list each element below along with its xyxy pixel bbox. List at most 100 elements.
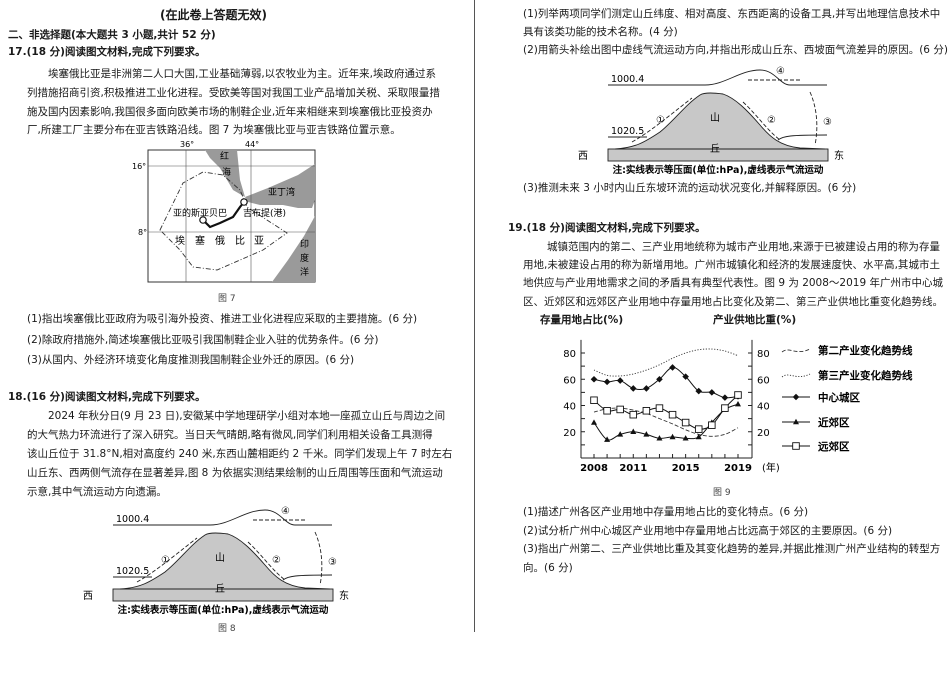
q17-title: 17.(18 分)阅读图文材料,完成下列要求。: [8, 46, 206, 58]
legend-label: 近郊区: [818, 416, 850, 429]
hill-label: 山: [215, 552, 225, 564]
data-point-central-district: [695, 387, 703, 395]
data-point-inner-suburb: [643, 431, 650, 437]
country-label: 埃: [175, 234, 185, 247]
data-point-outer-suburb: [708, 421, 716, 429]
marker-1: ①: [161, 555, 170, 566]
hill-label: 丘: [710, 143, 720, 155]
legend-label: 第三产业变化趋势线: [818, 369, 913, 382]
q17-question-3: (3)从国内、外经济环境变化角度推测我国制鞋企业外迁的原因。(6 分): [27, 354, 355, 366]
indian-ocean-label: 洋: [300, 266, 309, 278]
figure-8-caption: 图 8: [218, 624, 236, 634]
data-point-inner-suburb: [682, 435, 689, 441]
x-tick-label: 2011: [619, 463, 647, 474]
legend-marker: [793, 418, 799, 425]
left-y-tick-label: 60: [563, 375, 576, 386]
series-line-outer-suburb: [593, 394, 739, 430]
legend-marker: [792, 393, 800, 401]
legend-label: 第二产业变化趋势线: [818, 344, 913, 357]
q17-paragraph-line: 施及国内因素影响,我国很多面向欧美市场的制鞋企业,近年来相继来到埃塞俄比亚投资办: [27, 106, 433, 118]
legend-swatch-trend: [781, 373, 811, 378]
isobar-upper-label: 1000.4: [611, 74, 644, 85]
port-label: 吉布提(港): [243, 207, 286, 219]
right-y-tick-label: 20: [757, 428, 770, 439]
data-point-inner-suburb: [669, 433, 676, 440]
q18-question-1: (1)列举两项同学们测定山丘纬度、相对高度、东西距离的设备工具,并写出地理信息技…: [523, 8, 941, 20]
isobar-lower-label: 1020.5: [116, 566, 149, 577]
airflow-1: [136, 537, 198, 583]
marker-4: ④: [281, 506, 290, 517]
q19-paragraph-line: 用地,未被建设占用的称为新增用地。广州市城镇化和经济的发展速度快、水平高,其城市…: [523, 259, 940, 271]
hill-label: 丘: [215, 583, 225, 595]
west-label: 西: [83, 591, 93, 602]
left-y-tick-label: 80: [563, 349, 576, 360]
isobar-1000-4: [608, 69, 827, 86]
page-header: (在此卷上答题无效): [160, 8, 267, 22]
trend-line-2: [593, 407, 739, 437]
right-y-tick-label: 80: [757, 349, 770, 360]
figure-7-map: 36° 44° 16° 8° 红 海 亚丁湾 亚的斯亚贝巴 吉布提(港) 埃 塞…: [132, 138, 330, 288]
hill-label: 山: [710, 112, 720, 124]
chart-right-axis-title: 产业供地比重(%): [713, 314, 797, 326]
legend-label: 中心城区: [818, 391, 860, 404]
data-point-outer-suburb: [668, 410, 677, 419]
lon-label: 36°: [180, 140, 194, 149]
hill: [119, 532, 331, 590]
right-y-tick-label: 40: [757, 402, 770, 413]
figure-9-caption: 图 9: [713, 488, 731, 498]
airflow-1: [631, 97, 693, 143]
legend-marker: [792, 442, 800, 450]
data-point-inner-suburb: [656, 435, 663, 441]
addis-ababa-marker: [199, 216, 207, 224]
data-point-outer-suburb: [603, 406, 611, 415]
hill: [614, 92, 826, 150]
isobar-upper-label: 1000.4: [116, 514, 149, 525]
east-label: 东: [339, 589, 349, 602]
data-point-outer-suburb: [616, 405, 624, 414]
data-point-central-district: [603, 378, 611, 386]
red-sea-label: 红: [220, 150, 229, 162]
marker-3: ③: [328, 557, 337, 568]
q17-question-2: (2)除政府措施外,简述埃塞俄比亚吸引我国制鞋企业入驻的优势条件。(6 分): [27, 334, 379, 346]
x-tick-label: 2019: [724, 463, 752, 474]
series-line-central-district: [593, 366, 739, 399]
q18-question-2: (2)用箭头补绘出图中虚线气流运动方向,并指出形成山丘东、西坡面气流差异的原因。…: [523, 44, 948, 56]
djibouti-port-marker: [240, 198, 248, 206]
x-unit-label: (年): [762, 461, 780, 474]
data-point-outer-suburb: [681, 418, 690, 427]
isobar-1020-5-east: [282, 574, 333, 581]
marker-4: ④: [776, 66, 785, 77]
data-point-central-district: [721, 394, 729, 401]
q18-paragraph-line: 山丘东、西两侧气流存在显著差异,图 8 为依据实测结果绘制的山丘周围等压面和气流…: [27, 467, 443, 479]
figure-9-chart: 20 20 40 40 60 60 80 80 2008 2011 2015 2019 (年) 第二产业变…: [563, 339, 913, 474]
marker-3: ③: [823, 117, 832, 128]
data-point-inner-suburb: [630, 428, 637, 434]
right-y-tick-label: 60: [757, 375, 770, 386]
q18-title: 18.(16 分)阅读图文材料,完成下列要求。: [8, 391, 206, 403]
legend-swatch-trend: [781, 348, 811, 353]
q19-paragraph-line: 区、近郊区和远郊区产业用地中存量用地占比变化及第二、第三产业供地比重变化趋势线。: [523, 296, 943, 308]
q18-paragraph-line: 示意,其中气流运动方向遗漏。: [27, 486, 167, 498]
figure-8-diagram-repeat: 1000.4 1020.5 ① ② ③ ④ 山 丘 西 东 注:实线表示等压面(…: [575, 60, 850, 180]
q19-title: 19.(18 分)阅读图文材料,完成下列要求。: [508, 222, 706, 234]
q18-question-3: (3)推测未来 3 小时内山丘东坡环流的运动状况变化,并解释原因。(6 分): [523, 182, 857, 194]
chart-left-axis-title: 存量用地占比(%): [540, 314, 624, 326]
west-label: 西: [578, 151, 588, 162]
capital-label: 亚的斯亚贝巴: [173, 207, 227, 219]
data-point-inner-suburb: [591, 419, 597, 425]
legend-label: 远郊区: [818, 440, 850, 453]
airflow-3: [809, 91, 818, 146]
q19-question-1: (1)描述广州各区产业用地中存量用地占比的变化特点。(6 分): [523, 506, 809, 518]
q18-paragraph-line: 的大气热力环流进行了深入研究。当日天气晴朗,略有微风,同学们利用相关设备工具测得: [27, 429, 433, 441]
east-label: 东: [834, 149, 844, 162]
gulf-of-aden: [245, 164, 315, 208]
figure-note: 注:实线表示等压面(单位:hPa),虚线表示气流运动: [613, 164, 824, 176]
q17-question-1: (1)指出埃塞俄比亚政府为吸引海外投资、推进工业化进程应采取的主要措施。(6 分…: [27, 313, 418, 325]
data-point-central-district: [669, 364, 676, 371]
data-point-inner-suburb: [617, 431, 624, 437]
lon-label: 44°: [245, 140, 259, 149]
q19-question-2: (2)试分析广州中心城区产业用地中存量用地占比远高于郊区的主要原因。(6 分): [523, 525, 893, 537]
lat-label: 8°: [138, 228, 147, 237]
q19-question-3: (3)指出广州第二、三产业供地比重及其变化趋势的差异,并据此推测广州产业结构的转…: [523, 543, 941, 555]
isobar-1000-4: [113, 509, 332, 526]
